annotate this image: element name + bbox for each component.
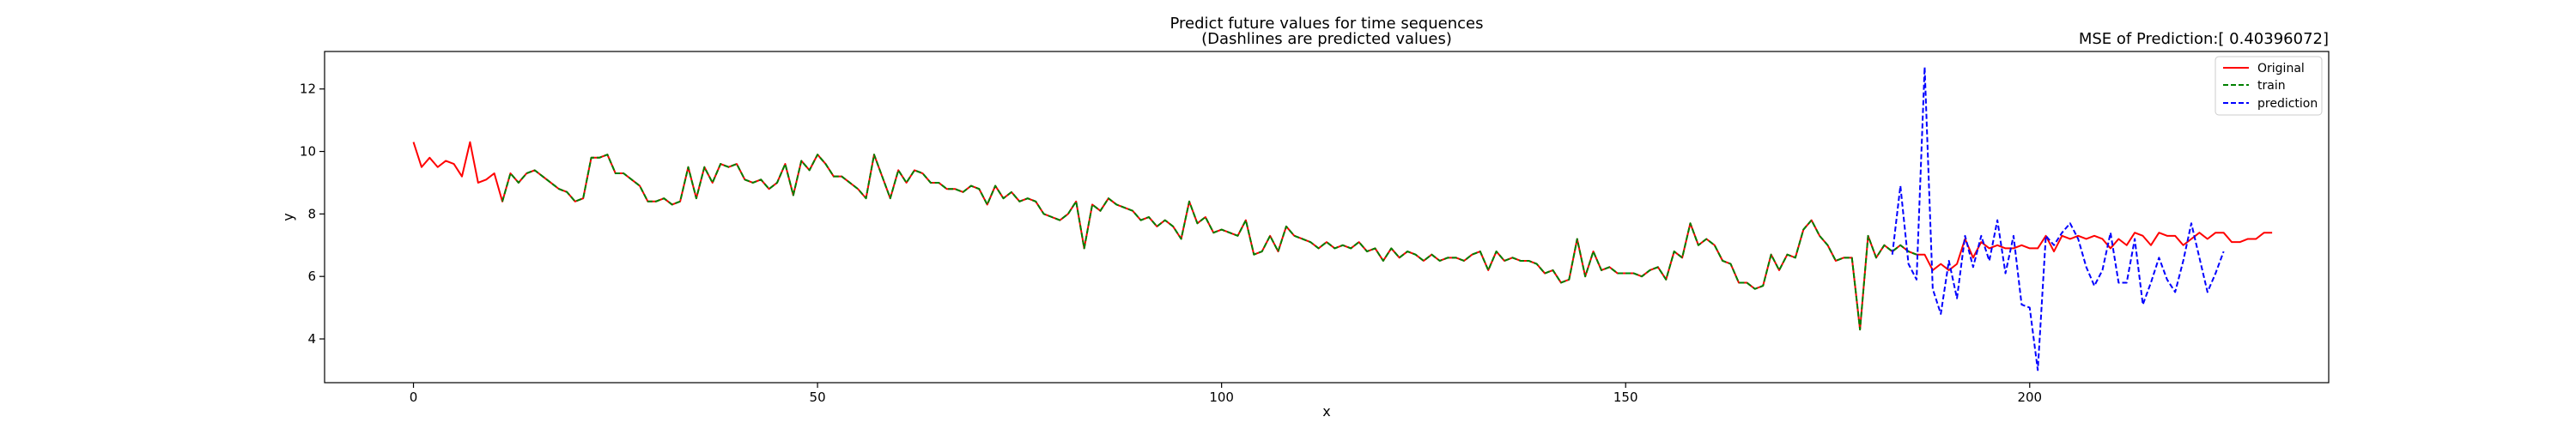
- y-tick-label: 6: [307, 269, 316, 284]
- x-tick-label: 50: [810, 390, 826, 405]
- series-line-train: [501, 154, 1917, 331]
- y-tick-label: 10: [300, 144, 316, 160]
- x-tick-label: 100: [1209, 390, 1234, 405]
- y-tick-label: 8: [307, 206, 316, 221]
- plot-frame: [324, 51, 2330, 384]
- series-line-prediction: [1891, 66, 2225, 372]
- x-tick-label: 0: [410, 390, 418, 405]
- mse-annotation: MSE of Prediction:[ 0.40396072]: [2079, 30, 2329, 48]
- legend: Original train prediction: [2215, 56, 2323, 116]
- chart-title: Predict future values for time sequences: [1170, 15, 1484, 33]
- y-tick-label: 12: [300, 82, 316, 97]
- y-axis-ticks: 4 6 8 10 12: [300, 82, 325, 347]
- plot-lines: [412, 66, 2273, 372]
- legend-label-train: train: [2257, 79, 2286, 93]
- x-axis-label: x: [1322, 403, 1330, 420]
- chart-subtitle: (Dashlines are predicted values): [1201, 30, 1452, 48]
- legend-label-original: Original: [2257, 62, 2305, 76]
- x-tick-label: 200: [2017, 390, 2042, 405]
- x-axis-ticks: 0 50 100 150 200: [410, 383, 2042, 405]
- y-tick-label: 4: [307, 331, 316, 347]
- x-tick-label: 150: [1613, 390, 1638, 405]
- legend-frame: [2215, 56, 2323, 116]
- legend-label-prediction: prediction: [2257, 97, 2318, 111]
- y-axis-label: y: [280, 213, 296, 221]
